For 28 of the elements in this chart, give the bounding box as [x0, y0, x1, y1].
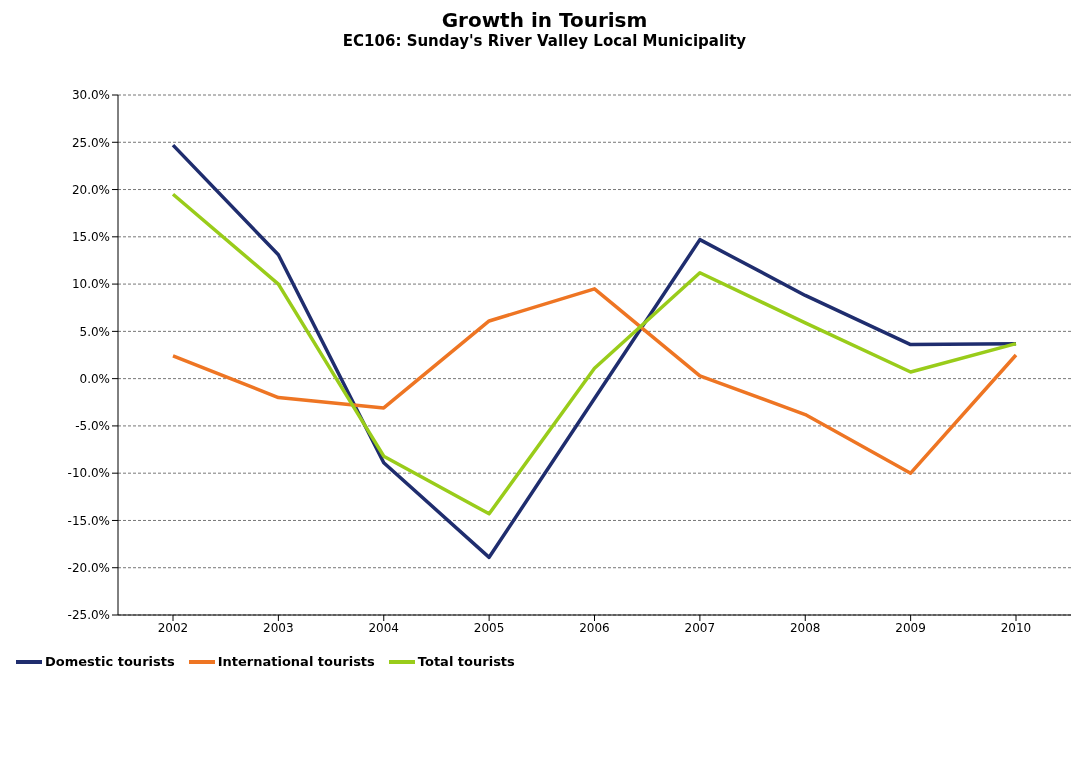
line-series [171, 287, 1018, 475]
legend-label: International tourists [216, 654, 375, 669]
x-tick-label: 2005 [473, 620, 505, 635]
x-tick-label: 2002 [157, 620, 189, 635]
x-tick-label: 2004 [368, 620, 400, 635]
legend-label: Total tourists [416, 654, 515, 669]
y-tick-label: 20.0% [71, 182, 110, 197]
x-tick-label: 2010 [1000, 620, 1032, 635]
x-tick-label: 2007 [684, 620, 716, 635]
y-tick-label: -20.0% [67, 560, 110, 575]
y-tick-label: 5.0% [79, 324, 110, 339]
x-tick-label: 2006 [579, 620, 610, 635]
y-tick-label: 25.0% [71, 135, 110, 150]
y-tick-label: 0.0% [79, 371, 110, 386]
legend-label: Domestic tourists [44, 654, 175, 669]
x-tick-label: 2008 [789, 620, 821, 635]
x-tick-label: 2009 [895, 620, 926, 635]
line-series [171, 192, 1018, 516]
y-tick-label: -5.0% [75, 419, 110, 434]
chart-subtitle: EC106: Sunday's River Valley Local Municipality [341, 32, 748, 50]
x-tick-label: 2003 [263, 620, 294, 635]
y-tick-label: 15.0% [71, 230, 110, 245]
y-tick-label: 30.0% [71, 88, 110, 103]
y-tick-label: -10.0% [67, 466, 110, 481]
y-tick-label: 10.0% [71, 277, 110, 292]
y-tick-label: -15.0% [67, 513, 110, 528]
y-tick-label: -25.0% [67, 608, 110, 623]
chart-title: Growth in Tourism [440, 8, 649, 32]
